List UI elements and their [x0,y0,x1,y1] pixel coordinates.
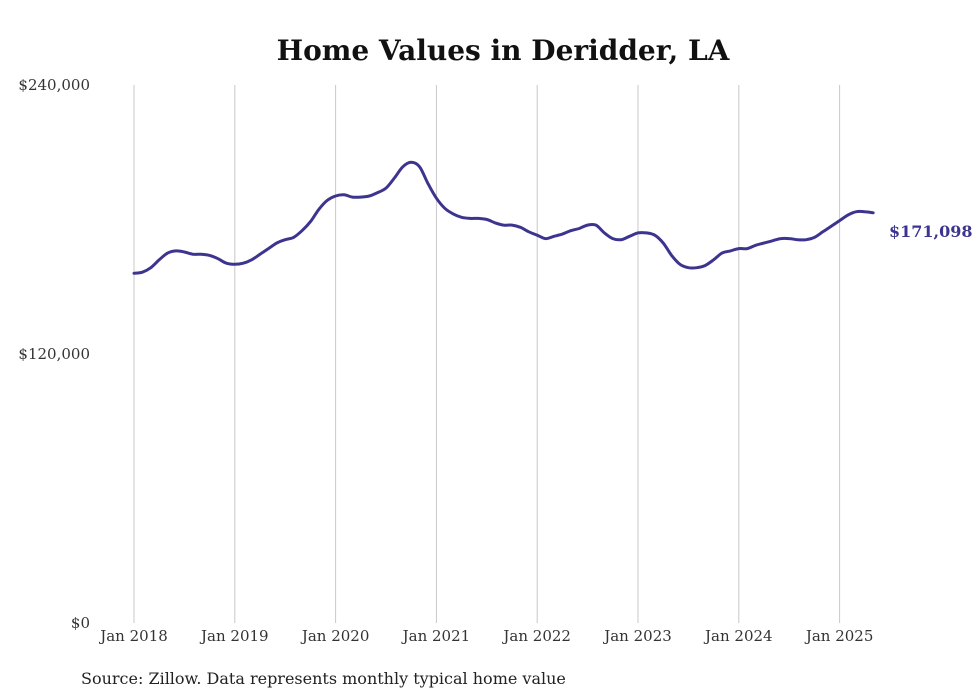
y-tick-label: $240,000 [18,76,90,94]
gridlines [133,85,841,623]
x-tick-label: Jan 2021 [401,627,471,645]
home-value-line [132,160,875,275]
x-tick-label: Jan 2023 [602,627,672,645]
x-tick-label: Jan 2025 [804,627,874,645]
x-tick-label: Jan 2024 [703,627,773,645]
series-layer [132,160,875,275]
y-tick-label: $120,000 [18,345,90,363]
y-axis-tick-labels: $0 $120,000 $240,000 [18,76,90,632]
x-tick-label: Jan 2018 [98,627,168,645]
chart-title: Home Values in Deridder, LA [277,34,731,67]
x-tick-label: Jan 2020 [300,627,370,645]
source-note: Source: Zillow. Data represents monthly … [81,669,566,688]
latest-value-label: $171,098 [889,222,973,241]
x-tick-label: Jan 2019 [199,627,269,645]
x-axis-tick-labels: Jan 2018 Jan 2019 Jan 2020 Jan 2021 Jan 2022… [98,627,873,645]
y-tick-label: $0 [71,614,90,632]
x-tick-label: Jan 2022 [501,627,571,645]
